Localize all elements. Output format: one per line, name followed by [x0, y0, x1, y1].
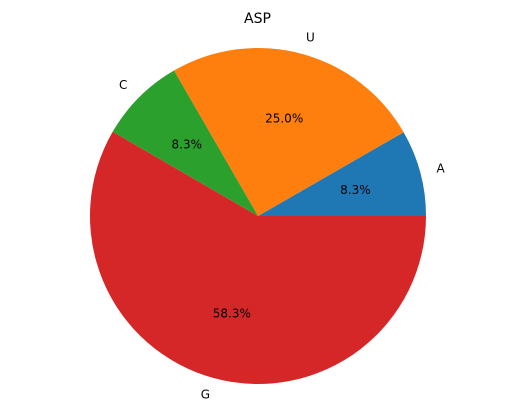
category-label-c: C: [119, 78, 127, 92]
percent-label-g: 58.3%: [213, 306, 251, 320]
percent-label-c: 8.3%: [172, 138, 203, 152]
category-label-u: U: [306, 31, 315, 45]
percent-label-a: 8.3%: [340, 183, 371, 197]
category-label-a: A: [437, 161, 446, 175]
pie-slice-u: [174, 47, 404, 216]
pie-slice-c: [112, 70, 259, 217]
pie-slice-g: [89, 131, 426, 384]
pie-slices: [89, 47, 426, 384]
percent-label-u: 25.0%: [265, 112, 303, 126]
category-label-g: G: [201, 387, 210, 401]
pie-labels: A 8.3% U 25.0% C 8.3% G 58.3%: [119, 31, 446, 402]
pie-slice-a: [258, 132, 426, 216]
chart-title: ASP: [244, 11, 271, 27]
